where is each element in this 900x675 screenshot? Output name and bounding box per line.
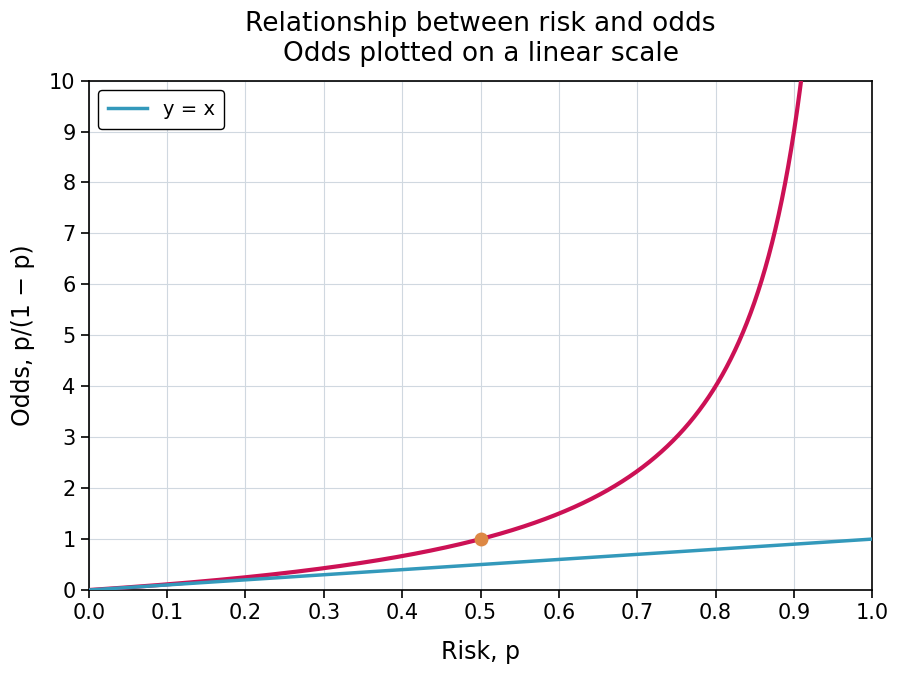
y = x — [867, 535, 877, 543]
y = x — [508, 558, 518, 566]
X-axis label: Risk, p: Risk, p — [441, 640, 520, 664]
y = x — [455, 562, 466, 570]
y = x — [460, 562, 471, 570]
Y-axis label: Odds, p/(1 − p): Odds, p/(1 − p) — [11, 244, 35, 426]
Line: y = x: y = x — [89, 539, 872, 590]
y = x — [848, 536, 859, 544]
y = x — [725, 544, 736, 552]
y = x — [550, 556, 561, 564]
Title: Relationship between risk and odds
Odds plotted on a linear scale: Relationship between risk and odds Odds … — [246, 11, 716, 67]
y = x — [84, 586, 94, 594]
Legend: y = x: y = x — [98, 90, 224, 129]
